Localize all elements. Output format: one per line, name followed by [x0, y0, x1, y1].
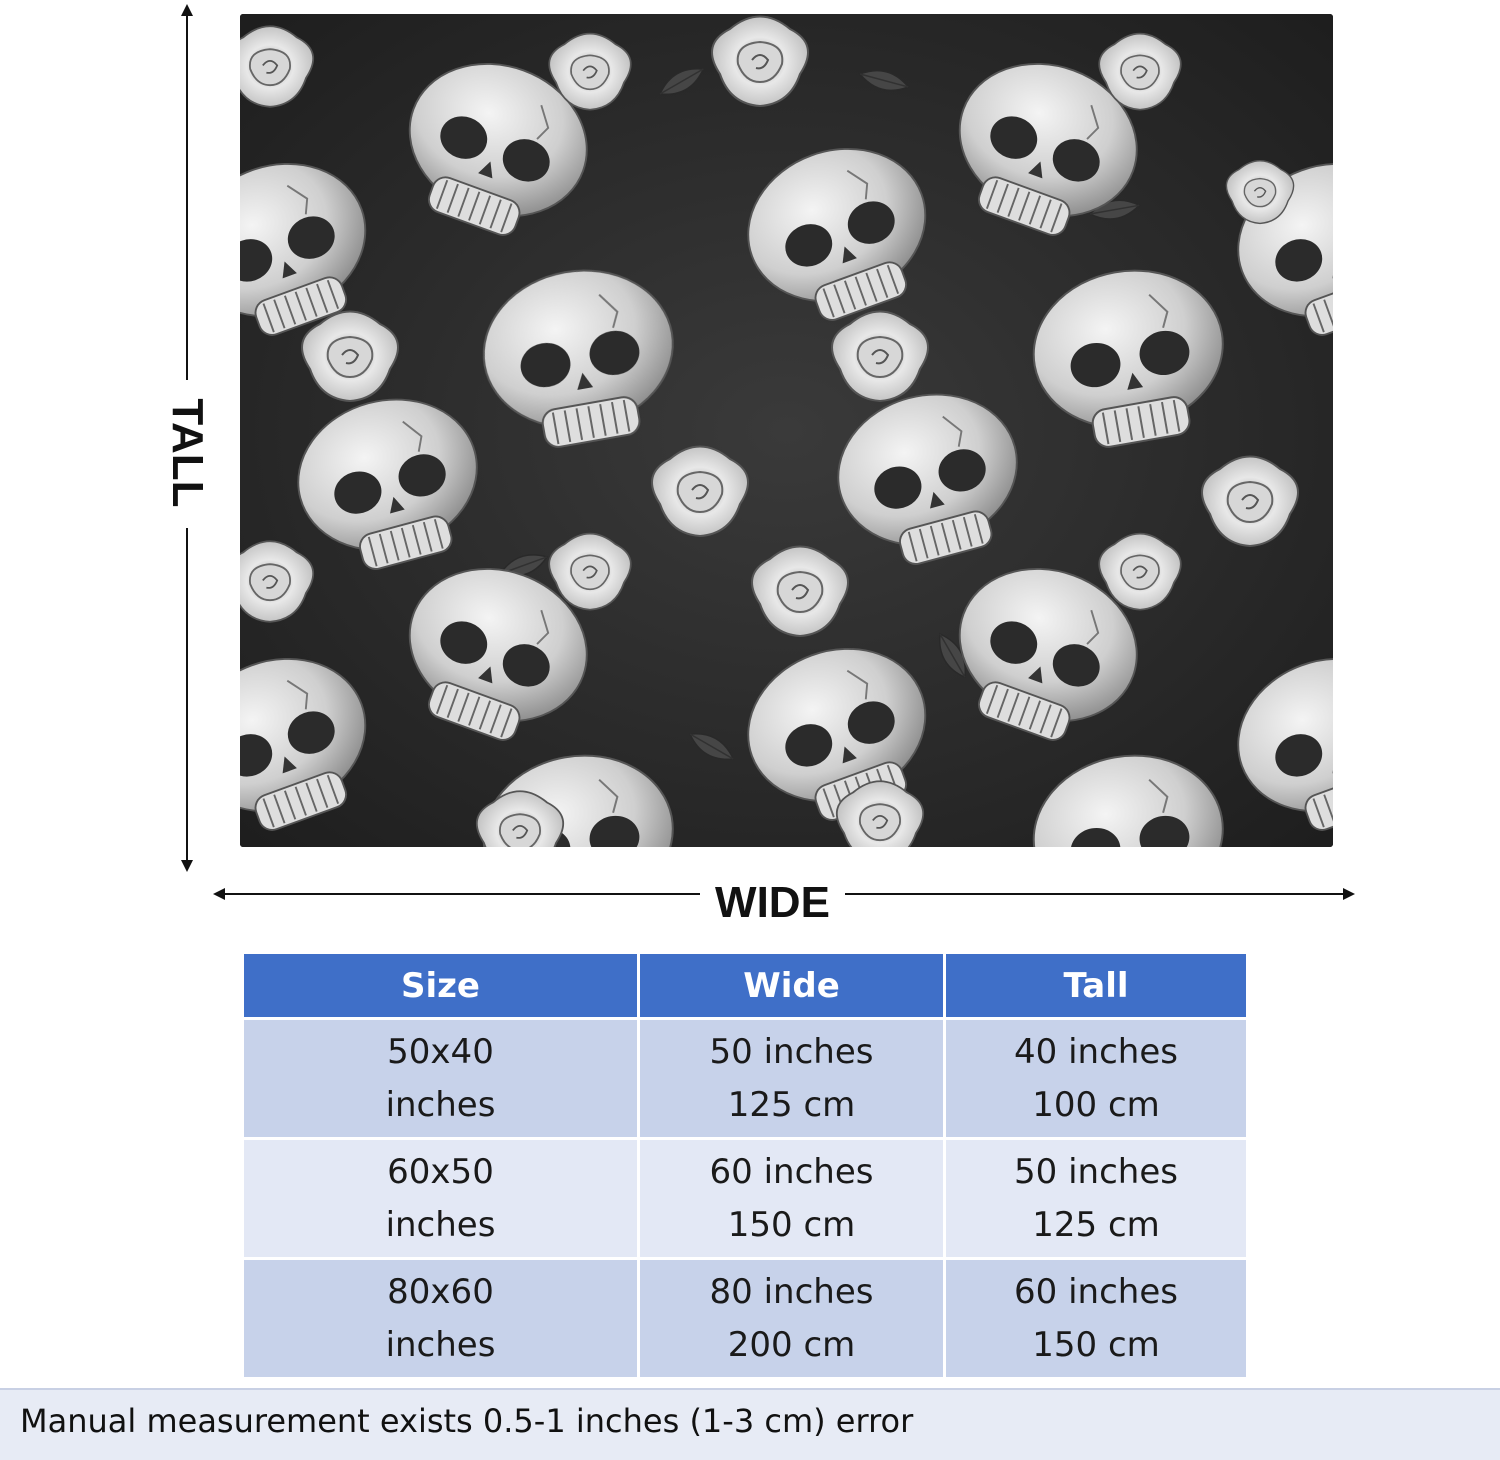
tall-cm: 150 cm: [1032, 1324, 1160, 1365]
header-size: Size: [244, 954, 637, 1017]
size-unit: inches: [385, 1084, 496, 1125]
size-unit: inches: [385, 1324, 496, 1365]
wide-cm: 200 cm: [727, 1324, 856, 1365]
wide-inches: 60 inches: [709, 1151, 874, 1192]
tall-inches: 40 inches: [1014, 1031, 1178, 1072]
wide-cm: 125 cm: [727, 1084, 856, 1125]
wide-cell: 60 inches 150 cm: [640, 1140, 943, 1257]
measurement-note: Manual measurement exists 0.5-1 inches (…: [20, 1402, 914, 1440]
wide-inches: 80 inches: [709, 1271, 874, 1312]
skull-rose-pattern: [240, 14, 1333, 847]
wide-cell: 50 inches 125 cm: [640, 1020, 943, 1137]
size-value: 60x50: [387, 1151, 494, 1192]
header-wide: Wide: [640, 954, 943, 1017]
tall-cm: 125 cm: [1032, 1204, 1160, 1245]
wide-cm: 150 cm: [727, 1204, 856, 1245]
tall-arrow-line-bottom: [186, 528, 188, 862]
tall-inches: 50 inches: [1014, 1151, 1178, 1192]
table-row: 60x50 inches 60 inches 150 cm 50 inches …: [244, 1140, 1246, 1257]
tall-arrow-down-icon: [181, 860, 193, 872]
size-value: 50x40: [387, 1031, 494, 1072]
tall-label: TALL: [163, 398, 212, 508]
size-table: Size Wide Tall 50x40 inches 50 inches 12…: [241, 951, 1249, 1380]
wide-cell: 80 inches 200 cm: [640, 1260, 943, 1377]
tall-cell: 50 inches 125 cm: [946, 1140, 1246, 1257]
size-cell: 60x50 inches: [244, 1140, 637, 1257]
wide-arrow-left-icon: [213, 888, 225, 900]
table-row: 50x40 inches 50 inches 125 cm 40 inches …: [244, 1020, 1246, 1137]
tall-cell: 60 inches 150 cm: [946, 1260, 1246, 1377]
size-value: 80x60: [387, 1271, 494, 1312]
tall-arrow-line-top: [186, 14, 188, 380]
tall-cm: 100 cm: [1032, 1084, 1160, 1125]
tall-arrow-up-icon: [181, 4, 193, 16]
tall-cell: 40 inches 100 cm: [946, 1020, 1246, 1137]
wide-arrow-right-icon: [1343, 888, 1355, 900]
wide-inches: 50 inches: [709, 1031, 874, 1072]
header-tall: Tall: [946, 954, 1246, 1017]
wide-label: WIDE: [700, 875, 845, 931]
size-cell: 80x60 inches: [244, 1260, 637, 1377]
blanket-pattern-image: [240, 14, 1333, 847]
table-header-row: Size Wide Tall: [244, 954, 1246, 1017]
tall-inches: 60 inches: [1014, 1271, 1178, 1312]
size-unit: inches: [385, 1204, 496, 1245]
measurement-note-bar: Manual measurement exists 0.5-1 inches (…: [0, 1388, 1500, 1460]
table-row: 80x60 inches 80 inches 200 cm 60 inches …: [244, 1260, 1246, 1377]
size-cell: 50x40 inches: [244, 1020, 637, 1137]
